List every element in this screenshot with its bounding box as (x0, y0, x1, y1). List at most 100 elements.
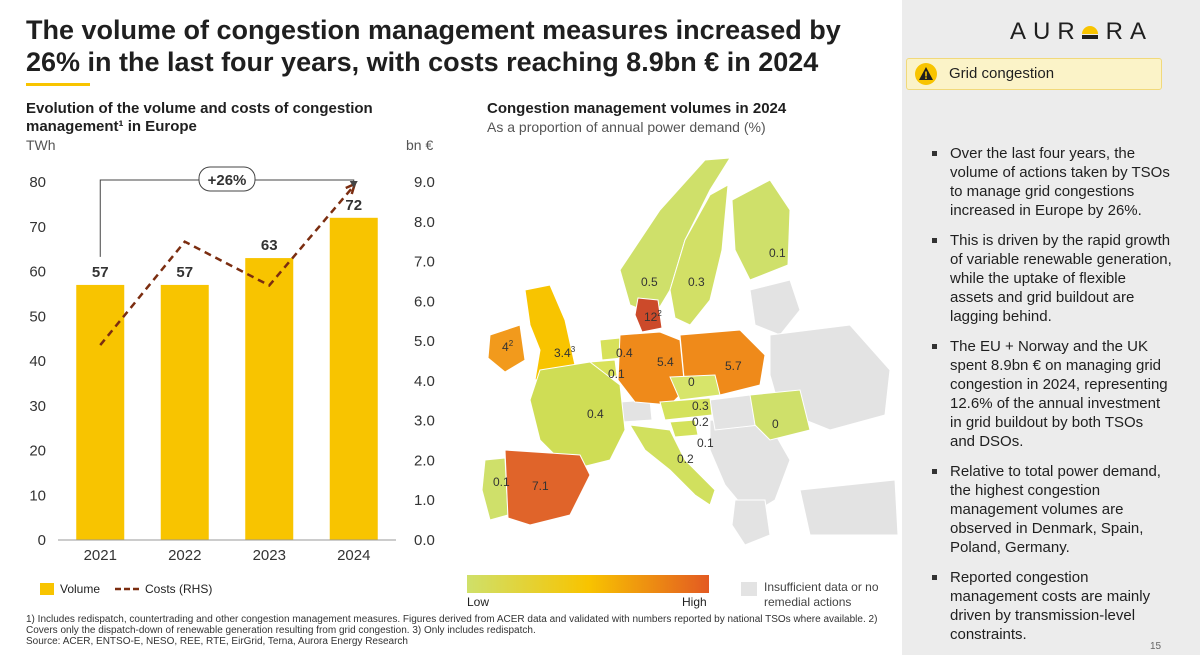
legend-volume-swatch (40, 583, 54, 595)
map-color-scale (467, 575, 709, 593)
legend-costs-swatch (115, 587, 139, 591)
bar-volume (160, 284, 209, 540)
y-tick-right: 5.0 (414, 333, 435, 350)
chart-title: Evolution of the volume and costs of con… (26, 100, 373, 135)
map-value-label: 7.1 (532, 479, 549, 493)
map-value-label: 0.2 (692, 415, 709, 429)
y-tick-right: 9.0 (414, 174, 435, 191)
bar-value-label: 72 (345, 197, 362, 214)
map-value-label: 0.3 (688, 275, 705, 289)
bar-value-label: 57 (176, 264, 193, 281)
y-tick-left: 20 (29, 443, 46, 460)
map-value-label: 5.7 (725, 359, 742, 373)
key-points-list: Over the last four years, the volume of … (932, 144, 1172, 655)
map-legend-low: Low (467, 595, 490, 609)
y-tick-right: 7.0 (414, 254, 435, 271)
y-axis-right-unit: bn € (406, 137, 433, 153)
country-czechia (669, 374, 721, 401)
y-tick-right: 4.0 (414, 373, 435, 390)
topic-tag-label: Grid congestion (949, 65, 1055, 82)
y-tick-right: 6.0 (414, 293, 435, 310)
country-germany (617, 331, 686, 406)
growth-annotation: +26% (208, 172, 247, 189)
volume-cost-chart: TWh bn € 0 10 20 30 40 50 60 70 80 0.0 1.0 2.0 3.0 4.0 5… (26, 137, 435, 564)
map-value-label: 0.2 (677, 452, 694, 466)
x-tick-label: 2024 (337, 547, 370, 564)
map-legend-high: High (682, 595, 707, 609)
country-baltics (749, 279, 801, 336)
x-tick-label: 2022 (168, 547, 201, 564)
y-tick-left: 60 (29, 264, 46, 281)
country-romania (749, 389, 811, 441)
bar-volume (245, 258, 294, 540)
growth-bracket-arrow (349, 181, 358, 188)
y-tick-left: 30 (29, 398, 46, 415)
logo-sun-icon (1080, 20, 1100, 40)
topic-tag: Grid congestion (906, 58, 1162, 90)
y-axis-left-unit: TWh (26, 137, 56, 153)
y-tick-right: 0.0 (414, 532, 435, 549)
map-countries (481, 157, 899, 546)
legend-volume: Volume (40, 582, 100, 596)
country-france (529, 361, 626, 471)
map-value-label: 0.4 (587, 407, 604, 421)
key-point: This is driven by the rapid growth of va… (932, 231, 1172, 326)
country-italy (629, 424, 716, 506)
map-value-label: 5.4 (657, 355, 674, 369)
y-tick-right: 2.0 (414, 452, 435, 469)
growth-bracket (99, 179, 355, 257)
warning-icon (915, 63, 937, 85)
footnote-line: Covers only the dispatch-down of renewab… (26, 625, 536, 636)
page-title: The volume of congestion management meas… (26, 15, 841, 77)
country-turkey (799, 479, 899, 536)
map-value-label: 0.5 (641, 275, 658, 289)
footnote-line: 1) Includes redispatch, countertrading a… (26, 614, 878, 625)
page-number: 15 (1150, 641, 1162, 652)
map-value-label: 0.1 (493, 475, 510, 489)
map-value-label: 0.3 (692, 399, 709, 413)
country-denmark (634, 297, 663, 333)
map-value-label: 0 (772, 417, 779, 431)
y-tick-left: 80 (29, 174, 46, 191)
aurora-logo: AUR RA (1010, 18, 1154, 45)
insufficient-swatch (741, 582, 757, 596)
x-tick-label: 2021 (84, 547, 117, 564)
y-tick-left: 40 (29, 353, 46, 370)
map-title: Congestion management volumes in 2024 (487, 100, 787, 117)
y-tick-right: 8.0 (414, 214, 435, 231)
country-austria (659, 397, 713, 421)
right-panel (902, 0, 1200, 655)
insufficient-label: Insufficient data or no remedial actions (764, 580, 879, 609)
footnote-line: Source: ACER, ENTSO-E, NESO, REE, RTE, E… (26, 636, 408, 647)
map-value-label: 0.1 (769, 246, 786, 260)
map-value-label: 3.43 (554, 345, 576, 360)
bar-value-label: 63 (261, 237, 278, 254)
title-underline (26, 83, 90, 86)
cost-line (99, 185, 355, 346)
map-value-label: 0 (688, 375, 695, 389)
growth-annotation-box (198, 166, 256, 192)
y-tick-right: 1.0 (414, 492, 435, 509)
bar-volume (329, 217, 378, 541)
map-value-label: 0.1 (608, 367, 625, 381)
country-greece (731, 499, 771, 546)
bar-value-label: 57 (92, 264, 109, 281)
map-value-label: 0.4 (616, 346, 633, 360)
country-slovenia (669, 419, 699, 438)
map-subtitle: As a proportion of annual power demand (… (487, 119, 766, 135)
country-spain (504, 449, 591, 526)
map-value-label: 0.1 (697, 436, 714, 450)
key-point: Relative to total power demand, the high… (932, 462, 1172, 557)
y-tick-left: 50 (29, 308, 46, 325)
y-tick-left: 10 (29, 487, 46, 504)
bar-volume (76, 284, 125, 540)
country-portugal (481, 457, 509, 521)
legend-costs: Costs (RHS) (115, 582, 212, 596)
key-point: The EU + Norway and the UK spent 8.9bn €… (932, 337, 1172, 451)
y-tick-left: 0 (38, 532, 46, 549)
key-point: Reported congestion management costs are… (932, 568, 1172, 644)
map-value-label: 42 (502, 339, 514, 354)
key-point: Over the last four years, the volume of … (932, 144, 1172, 220)
